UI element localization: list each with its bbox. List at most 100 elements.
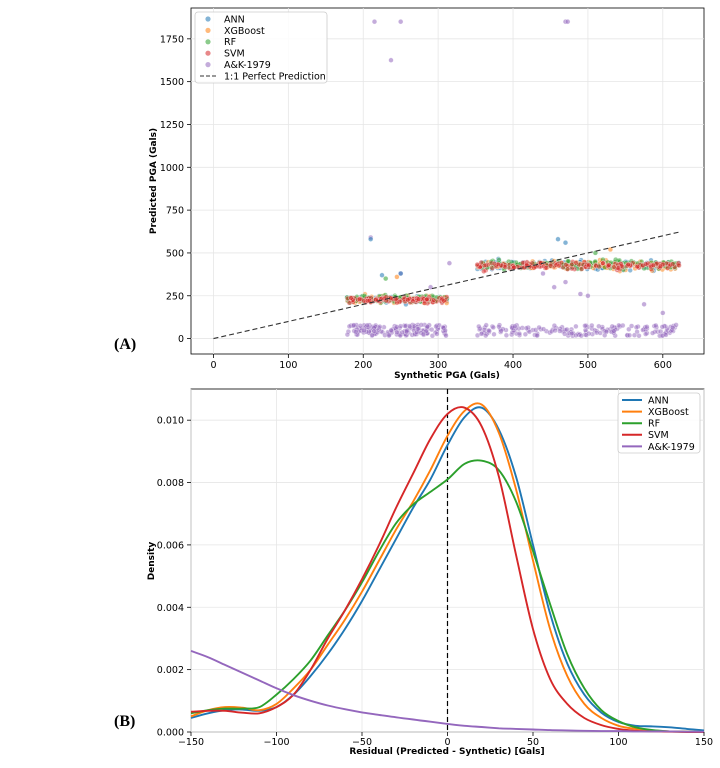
a-k-1979-point [564,326,570,333]
density-legend-box [617,392,701,454]
scatter-y-tick-label: 1250 [160,120,184,131]
a-k-1979-point [536,324,542,331]
scatter-panel: 0 100 200 300 400 500 600 0 250 500 750 1000 1250 150… [114,7,705,381]
scatter-x-tick-label: 400 [504,360,522,371]
a-k-1979-point [626,332,633,338]
scatter-legend-label: A&K-1979 [224,60,271,71]
rf-outlier-point [592,250,598,256]
density-y-tick-label: 0.004 [157,603,184,614]
a-k-1979-point [344,332,350,338]
a-k-1979-point [629,323,635,329]
a-k-1979-outlier-point [388,57,394,63]
svm-point [346,300,352,306]
svm-point [670,261,676,267]
svm-point [606,262,612,268]
a-k-1979-point [631,332,638,338]
a-k-1979-point [382,332,388,338]
a-k-1979-outlier-point [585,293,591,299]
a-k-1979-point [364,322,370,328]
a-k-1979-point [562,331,568,337]
scatter-y-tick-label: 1000 [160,163,184,174]
a-k-1979-point [346,323,352,329]
a-k-1979-outlier-point [540,270,546,277]
scatter-legend-swatch [205,39,211,45]
a-k-1979-point [443,333,449,339]
density-y-tick-label: 0.008 [157,478,184,489]
a-k-1979-point [361,327,367,334]
density-y-axis-label: Density [147,542,157,581]
a-k-1979-point [404,328,410,334]
a-k-1979-point [476,323,482,330]
a-k-1979-point [503,332,509,338]
svm-point [634,263,640,270]
scatter-legend-swatch [205,50,211,56]
a-k-1979-point [663,332,669,338]
a-k-1979-point [394,324,400,330]
density-x-tick-label: −100 [263,737,289,748]
density-x-tick-label: −150 [178,737,204,748]
a-k-1979-point [596,323,602,329]
scatter-x-axis-label: Synthetic PGA (Gals) [394,371,500,381]
a-k-1979-point [534,332,540,339]
scatter-y-tick-label: 250 [166,291,184,302]
density-y-tick-label: 0.006 [157,540,184,551]
scatter-y-axis-label: Predicted PGA (Gals) [149,128,159,234]
a-k-1979-point [483,322,489,328]
a-k-1979-point [486,328,492,334]
density-legend-label: RF [648,419,660,430]
svm-point [586,262,592,268]
svm-point [357,296,363,302]
a-k-1979-point [357,323,363,329]
svm-point [531,265,537,271]
scatter-x-tick-label: 600 [654,360,672,371]
a-k-1979-point [420,331,426,337]
a-k-1979-outlier-point [562,279,569,285]
a-k-1979-density-curve [190,650,704,733]
svm-point [676,262,682,268]
a-k-1979-point [578,333,584,339]
a-k-1979-point [394,329,400,335]
density-x-tick-label: 150 [695,737,713,748]
a-k-1979-point [611,328,617,334]
scatter-x-tick-label: 200 [354,360,372,371]
a-k-1979-point [643,331,649,337]
svm-point [491,261,497,267]
svm-point [415,296,422,302]
xgboost-density-curve [190,402,705,733]
svm-point [643,261,649,267]
svm-point [410,298,416,304]
a-k-1979-point [388,327,394,333]
a-k-1979-point [418,322,424,328]
svm-point [424,296,430,302]
ann-outlier-point [398,270,404,277]
svm-point [569,266,575,272]
svm-point [596,263,602,269]
a-k-1979-outlier-point [446,260,452,266]
a-k-1979-outlier-point [551,284,557,290]
svm-point [366,298,372,304]
a-k-1979-point [399,329,405,335]
scatter-y-tick-label: 750 [166,206,184,217]
a-k-1979-point [351,322,357,328]
svm-point [405,297,411,303]
svm-point [478,260,484,266]
density-legend-label: A&K-1979 [648,442,695,453]
scatter-points [344,19,682,339]
svm-point [441,298,447,304]
svm-point [565,266,571,272]
a-k-1979-outlier-point [660,310,666,316]
svm-density-curve [190,406,705,733]
a-k-1979-point [650,330,656,336]
a-k-1979-point [653,322,659,329]
panel-a-label: (A) [114,336,136,353]
svm-point [529,260,535,266]
a-k-1979-point [633,324,639,330]
svm-point [657,263,664,269]
svm-point [573,260,579,266]
svm-point [615,265,621,271]
a-k-1979-point [424,324,430,330]
rf-outlier-point [383,276,389,282]
scatter-y-tick-label: 500 [166,248,184,259]
